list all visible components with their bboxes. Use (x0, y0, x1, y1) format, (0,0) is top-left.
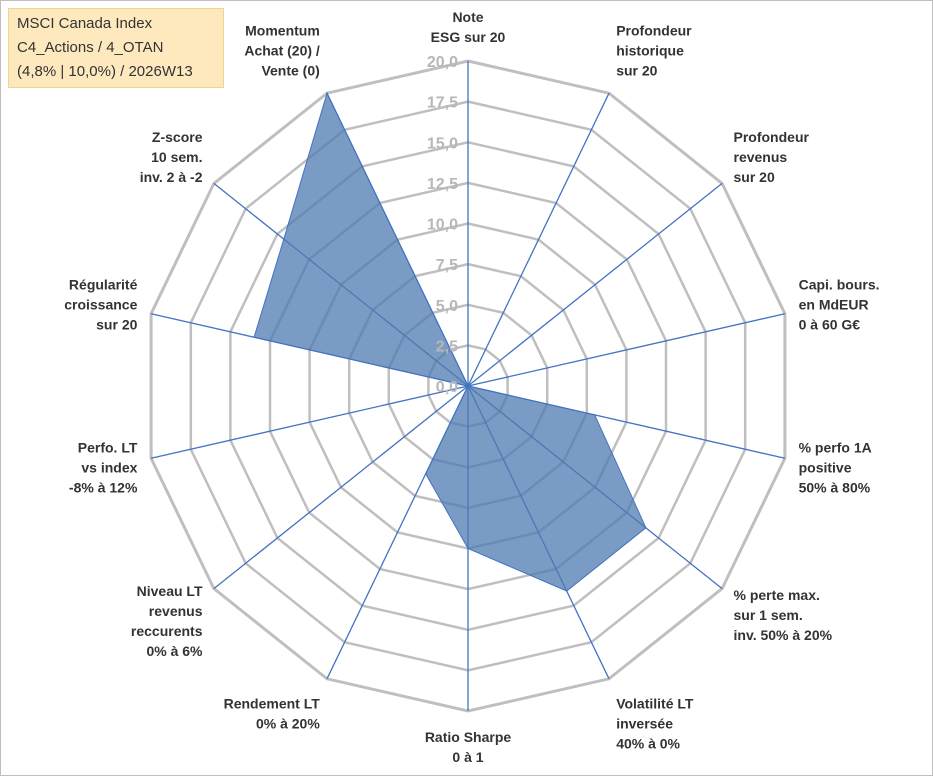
data-point-5 (645, 527, 647, 529)
axis-spoke-1 (467, 92, 610, 387)
data-point-12 (283, 238, 285, 240)
axis-label-3: Capi. bours. en MdEUR 0 à 60 G€ (799, 276, 880, 332)
axis-label-1: Profondeur historique sur 20 (616, 22, 692, 78)
tick-label: 0,0 (436, 379, 458, 396)
data-point-11 (253, 336, 255, 339)
axis-label-13: Momentum Achat (20) / Vente (0) (244, 22, 320, 78)
axis-spoke-3 (467, 313, 786, 387)
axis-label-9: Niveau LT revenus reccurents 0% à 6% (131, 583, 203, 659)
index-info-box: MSCI Canada Index C4_Actions / 4_OTAN (4… (8, 8, 224, 88)
axis-spoke-9 (213, 385, 469, 590)
data-point-10 (467, 385, 469, 387)
data-point-8 (424, 473, 427, 475)
axis-label-0: Note ESG sur 20 (431, 9, 506, 45)
tick-label: 15,0 (427, 135, 458, 152)
portfolio-code: C4_Actions / 4_OTAN (17, 39, 164, 56)
axis-label-2: Profondeur revenus sur 20 (734, 129, 810, 185)
tick-label: 10,0 (427, 217, 458, 234)
data-point-7 (467, 547, 469, 550)
data-point-6 (565, 590, 568, 592)
tick-label: 12,5 (427, 176, 458, 193)
tick-label: 17,5 (427, 95, 458, 112)
axis-label-5: % perte max. sur 1 sem. inv. 50% à 20% (734, 587, 833, 643)
index-name: MSCI Canada Index (17, 15, 153, 32)
axis-label-12: Z-score 10 sem. inv. 2 à -2 (140, 129, 203, 185)
tick-label: 7,5 (436, 257, 458, 274)
axis-spoke-2 (467, 182, 723, 387)
axis-spoke-10 (150, 385, 469, 459)
weights-and-week: (4,8% | 10,0%) / 2026W13 (17, 63, 193, 80)
data-point-4 (593, 414, 596, 416)
tick-label: 2,5 (436, 338, 458, 355)
data-point-13 (326, 92, 328, 94)
axis-label-4: % perfo 1A positive 50% à 80% (799, 440, 872, 496)
tick-label: 5,0 (436, 298, 458, 315)
axis-label-11: Régularité croissance sur 20 (64, 276, 137, 332)
axis-label-7: Ratio Sharpe 0 à 1 (425, 729, 512, 765)
tick-label: 20,0 (427, 54, 458, 71)
axis-label-6: Volatilité LT inversée 40% à 0% (616, 696, 694, 752)
axis-label-10: Perfo. LT vs index -8% à 12% (69, 440, 138, 496)
axis-label-8: Rendement LT 0% à 20% (224, 696, 321, 732)
